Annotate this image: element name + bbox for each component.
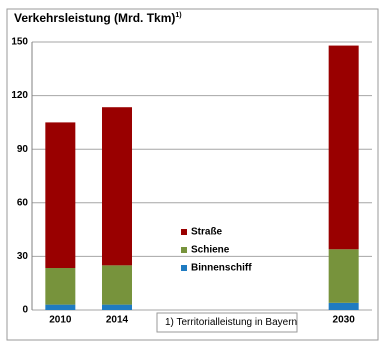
y-tick-label: 60 — [17, 197, 29, 208]
legend-label: Binnenschiff — [191, 263, 252, 274]
legend-swatch — [181, 265, 187, 271]
x-tick-label: 2010 — [49, 315, 72, 326]
bar-segment — [328, 249, 359, 303]
x-tick-label: 2014 — [106, 315, 129, 326]
footnote: 1) Territorialleistung in Bayern — [165, 317, 297, 328]
x-tick-label: 2030 — [333, 315, 356, 326]
bar-segment — [45, 268, 76, 305]
footnote-box — [156, 312, 298, 333]
title-note: 1) — [175, 12, 181, 19]
legend-swatch — [181, 247, 187, 253]
chart-frame — [6, 8, 379, 341]
legend-swatch — [181, 229, 187, 235]
y-tick-label: 0 — [22, 305, 28, 316]
legend-label: Schiene — [191, 245, 230, 256]
chart-title: Verkehrsleistung (Mrd. Tkm)1) — [14, 11, 182, 25]
bar-segment — [102, 304, 132, 310]
bar-segment — [102, 265, 132, 305]
y-tick-label: 90 — [17, 144, 29, 155]
bar-segment — [328, 302, 359, 310]
bar-segment — [45, 304, 76, 310]
title-text: Verkehrsleistung (Mrd. Tkm) — [14, 11, 175, 25]
bar-segment — [328, 45, 359, 250]
legend-label: Straße — [191, 227, 223, 238]
y-tick-label: 150 — [11, 37, 28, 48]
bar-segment — [45, 122, 76, 269]
bar-segment — [102, 107, 132, 266]
y-tick-label: 120 — [11, 90, 28, 101]
y-tick-label: 30 — [17, 251, 29, 262]
